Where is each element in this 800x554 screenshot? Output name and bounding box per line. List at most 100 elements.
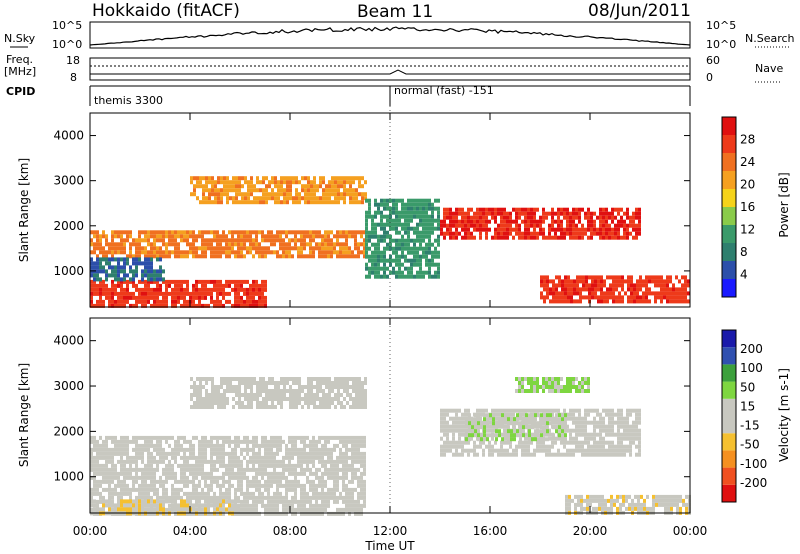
- data-cell: [204, 439, 207, 444]
- data-cell: [234, 495, 237, 500]
- data-cell: [349, 393, 352, 397]
- data-cell: [232, 389, 235, 393]
- data-cell: [159, 479, 162, 484]
- data-cell: [330, 230, 333, 235]
- data-cell: [264, 283, 267, 288]
- data-cell: [135, 283, 138, 288]
- data-cell: [282, 455, 285, 460]
- data-cell: [279, 443, 282, 448]
- data-cell: [141, 279, 144, 284]
- data-cell: [288, 471, 291, 476]
- data-cell: [195, 283, 198, 288]
- data-cell: [280, 180, 283, 185]
- data-cell: [357, 250, 360, 255]
- data-cell: [207, 495, 210, 500]
- data-cell: [333, 495, 336, 500]
- data-cell: [567, 287, 570, 292]
- data-cell: [99, 455, 102, 460]
- data-cell: [153, 443, 156, 448]
- data-cell: [371, 214, 374, 219]
- data-cell: [333, 459, 336, 464]
- data-cell: [262, 377, 265, 381]
- data-cell: [325, 401, 328, 405]
- data-cell: [419, 206, 422, 211]
- data-cell: [635, 420, 638, 425]
- data-cell: [443, 211, 446, 216]
- data-cell: [238, 397, 241, 401]
- data-cell: [342, 467, 345, 472]
- colorbar-tick-label: 20: [740, 178, 755, 192]
- data-cell: [129, 234, 132, 239]
- data-cell: [129, 455, 132, 460]
- data-cell: [349, 196, 352, 201]
- data-cell: [581, 428, 584, 433]
- data-cell: [147, 269, 150, 274]
- data-cell: [551, 408, 554, 413]
- data-cell: [189, 447, 192, 452]
- data-cell: [201, 451, 204, 456]
- data-cell: [228, 463, 231, 468]
- data-cell: [90, 435, 93, 440]
- data-cell: [324, 435, 327, 440]
- data-cell: [232, 180, 235, 185]
- data-cell: [336, 435, 339, 440]
- data-cell: [223, 188, 226, 193]
- data-cell: [261, 503, 264, 508]
- data-cell: [416, 226, 419, 231]
- data-cell: [324, 483, 327, 488]
- data-cell: [575, 428, 578, 433]
- data-cell: [99, 447, 102, 452]
- data-cell: [614, 444, 617, 449]
- data-cell: [295, 397, 298, 401]
- data-cell: [319, 385, 322, 389]
- data-cell: [213, 491, 216, 496]
- data-cell: [328, 196, 331, 201]
- data-cell: [162, 295, 165, 300]
- data-cell: [468, 433, 471, 438]
- colorbar-tick-label: 28: [740, 133, 755, 147]
- data-cell: [648, 275, 651, 280]
- data-cell: [285, 455, 288, 460]
- data-cell: [129, 254, 132, 259]
- data-cell: [620, 440, 623, 445]
- data-cell: [285, 499, 288, 504]
- data-cell: [306, 230, 309, 235]
- data-cell: [545, 452, 548, 457]
- data-cell: [345, 471, 348, 476]
- data-cell: [428, 226, 431, 231]
- data-cell: [485, 211, 488, 216]
- data-cell: [315, 455, 318, 460]
- data-cell: [602, 207, 605, 212]
- data-cell: [584, 231, 587, 236]
- data-cell: [554, 219, 557, 224]
- data-cell: [407, 258, 410, 263]
- data-cell: [120, 471, 123, 476]
- data-cell: [264, 295, 267, 300]
- data-cell: [105, 254, 108, 259]
- data-cell: [638, 412, 641, 417]
- data-cell: [500, 444, 503, 449]
- data-cell: [249, 503, 252, 508]
- data-cell: [548, 235, 551, 240]
- data-cell: [270, 471, 273, 476]
- data-cell: [645, 287, 648, 292]
- colorbar-segment: [722, 207, 736, 225]
- data-cell: [174, 475, 177, 480]
- data-cell: [273, 479, 276, 484]
- data-cell: [471, 429, 474, 434]
- data-cell: [602, 416, 605, 421]
- data-cell: [99, 265, 102, 270]
- data-cell: [321, 451, 324, 456]
- data-cell: [279, 435, 282, 440]
- data-cell: [150, 265, 153, 270]
- data-cell: [177, 435, 180, 440]
- data-cell: [626, 215, 629, 220]
- data-cell: [267, 475, 270, 480]
- data-cell: [204, 254, 207, 259]
- data-cell: [564, 279, 567, 284]
- data-cell: [365, 230, 368, 235]
- data-cell: [213, 234, 216, 239]
- data-cell: [186, 459, 189, 464]
- data-cell: [594, 291, 597, 296]
